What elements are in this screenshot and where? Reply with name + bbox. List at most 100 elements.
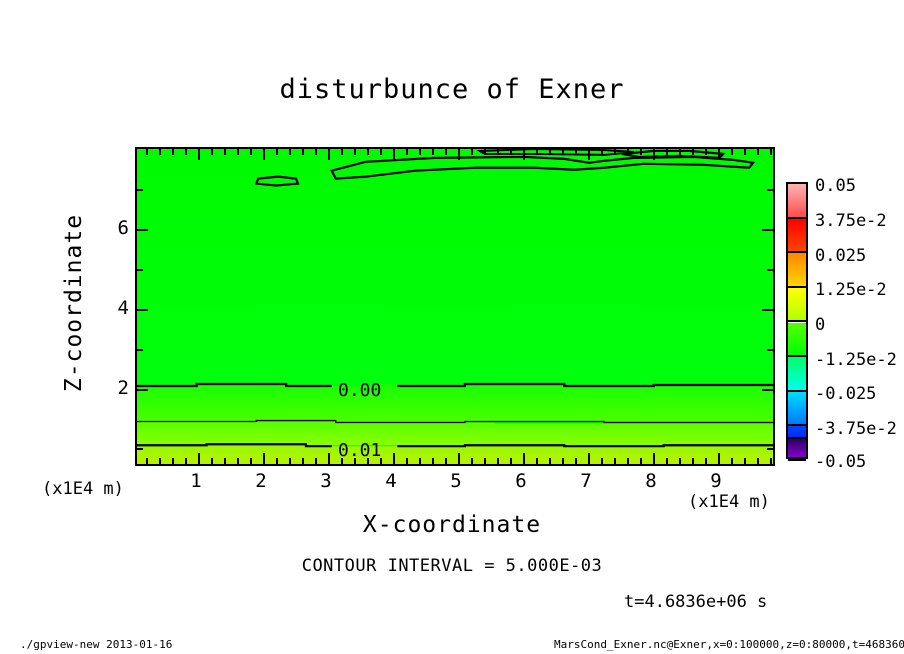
x-tick-minor (276, 458, 278, 464)
footer-command-text: ./gpview-new 2013-01-16 (20, 638, 173, 651)
x-tick-minor-top (471, 149, 473, 155)
contour-label-000: 0.00 (338, 380, 382, 401)
colorbar-label-3: 1.25e-2 (815, 280, 887, 300)
colorbar-label-2: 0.025 (815, 246, 867, 266)
x-tick-minor (341, 458, 343, 464)
colorbar-band-7 (788, 218, 806, 254)
x-tick-minor-top (757, 149, 759, 155)
x-tick-minor-top (159, 149, 161, 155)
colorbar-band-6 (788, 253, 806, 288)
x-tick-minor-top (627, 149, 629, 155)
x-tick-minor (614, 458, 616, 464)
x-tick-minor-top (315, 149, 317, 155)
y-axis-label-6: 6 (117, 217, 129, 239)
x-tick-minor (601, 458, 603, 464)
y-axis-unit-label: (x1E4 m) (42, 479, 124, 499)
time-annotation: t=4.6836e+06 s (624, 592, 768, 612)
x-tick-major-top (393, 149, 395, 160)
y-tick-minor-right (767, 448, 773, 450)
x-axis-title: X-coordinate (362, 512, 542, 538)
x-axis-label-3: 3 (320, 470, 332, 492)
x-tick-minor-top (640, 149, 642, 155)
x-tick-minor (666, 458, 668, 464)
x-tick-minor-top (601, 149, 603, 155)
x-tick-minor (185, 458, 187, 464)
x-axis-label-1: 1 (190, 470, 202, 492)
y-axis-label-4: 4 (117, 297, 129, 319)
x-tick-minor-top (380, 149, 382, 155)
y-tick-major-right (762, 229, 773, 231)
x-tick-minor (289, 458, 291, 464)
colorbar-label-0: 0.05 (815, 176, 856, 196)
x-tick-major (198, 453, 200, 464)
x-tick-major (588, 453, 590, 464)
x-tick-minor (510, 458, 512, 464)
x-axis-label-6: 6 (515, 470, 527, 492)
plot-frame (135, 147, 775, 466)
x-tick-major-top (328, 149, 330, 160)
x-tick-minor-top (367, 149, 369, 155)
x-tick-minor (731, 458, 733, 464)
x-tick-minor-top (484, 149, 486, 155)
colorbar (786, 182, 808, 461)
x-tick-major-top (523, 149, 525, 160)
y-tick-minor (137, 349, 143, 351)
x-tick-minor (744, 458, 746, 464)
x-tick-minor (406, 458, 408, 464)
contour-field (137, 149, 773, 464)
x-axis-label-7: 7 (580, 470, 592, 492)
x-tick-minor-top (666, 149, 668, 155)
x-tick-minor-top (237, 149, 239, 155)
x-tick-minor (575, 458, 577, 464)
x-tick-minor-top (172, 149, 174, 155)
x-tick-minor (380, 458, 382, 464)
x-tick-minor (354, 458, 356, 464)
x-tick-minor (536, 458, 538, 464)
x-tick-minor-top (224, 149, 226, 155)
x-tick-minor (445, 458, 447, 464)
x-tick-minor (692, 458, 694, 464)
x-tick-minor (146, 458, 148, 464)
x-tick-minor-top (146, 149, 148, 155)
y-axis-title: Z-coordinate (61, 213, 87, 393)
x-tick-major (328, 453, 330, 464)
y-tick-minor-right (767, 349, 773, 351)
y-tick-major (137, 389, 148, 391)
x-tick-major-top (718, 149, 720, 160)
x-axis-label-8: 8 (645, 470, 657, 492)
colorbar-band-8 (788, 184, 806, 219)
page-title: disturbunce of Exner (279, 74, 625, 105)
x-tick-minor-top (250, 149, 252, 155)
x-tick-major (653, 453, 655, 464)
x-tick-minor (497, 458, 499, 464)
x-tick-minor (770, 458, 772, 464)
y-tick-minor (137, 269, 143, 271)
y-tick-minor-right (767, 189, 773, 191)
x-tick-minor (172, 458, 174, 464)
x-tick-minor (211, 458, 213, 464)
colorbar-band-5 (788, 287, 806, 323)
x-tick-major (718, 453, 720, 464)
colorbar-label-5: -1.25e-2 (815, 350, 897, 370)
x-axis-label-5: 5 (450, 470, 462, 492)
colorbar-label-6: -0.025 (815, 384, 877, 404)
y-tick-major-right (762, 389, 773, 391)
x-tick-minor-top (731, 149, 733, 155)
x-tick-minor (159, 458, 161, 464)
x-tick-minor (471, 458, 473, 464)
colorbar-label-4: 0 (815, 315, 826, 335)
x-tick-major-top (458, 149, 460, 160)
x-axis-label-2: 2 (255, 470, 267, 492)
x-tick-minor-top (575, 149, 577, 155)
x-tick-minor-top (406, 149, 408, 155)
x-tick-major-top (263, 149, 265, 160)
colorbar-band-2 (788, 391, 806, 427)
x-tick-minor (549, 458, 551, 464)
contour-label-001: 0.01 (338, 440, 382, 461)
x-tick-minor (562, 458, 564, 464)
colorbar-band-purple (786, 437, 808, 459)
x-tick-minor-top (705, 149, 707, 155)
colorbar-label-8: -0.05 (815, 452, 867, 472)
colorbar-band-4 (788, 322, 806, 358)
x-tick-minor-top (445, 149, 447, 155)
